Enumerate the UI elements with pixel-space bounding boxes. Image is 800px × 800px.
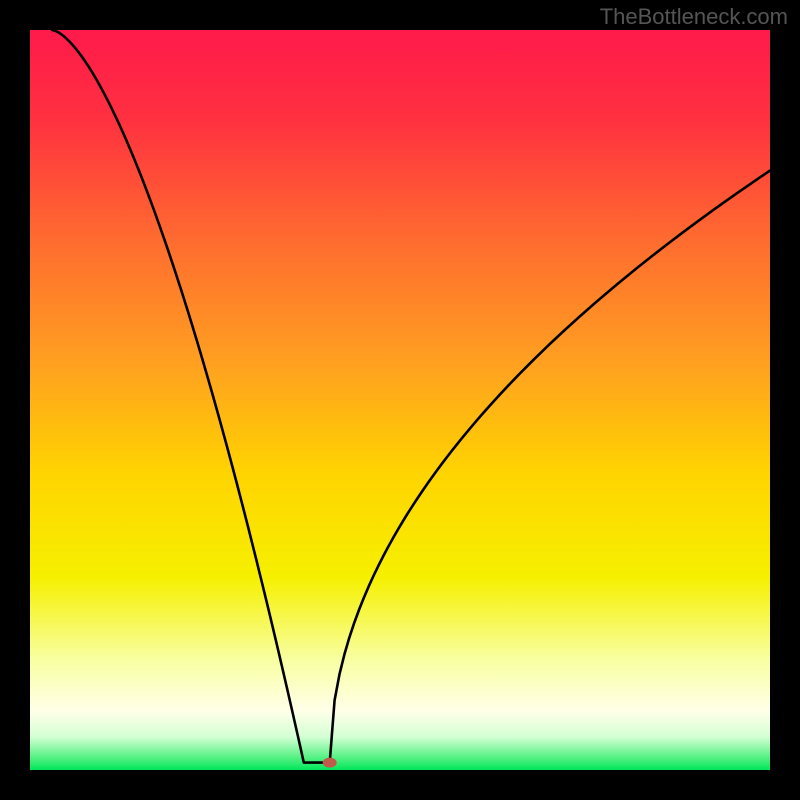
chart-svg [0,0,800,800]
optimal-point-marker [323,758,337,768]
bottleneck-chart: TheBottleneck.com [0,0,800,800]
watermark-text: TheBottleneck.com [600,4,788,30]
